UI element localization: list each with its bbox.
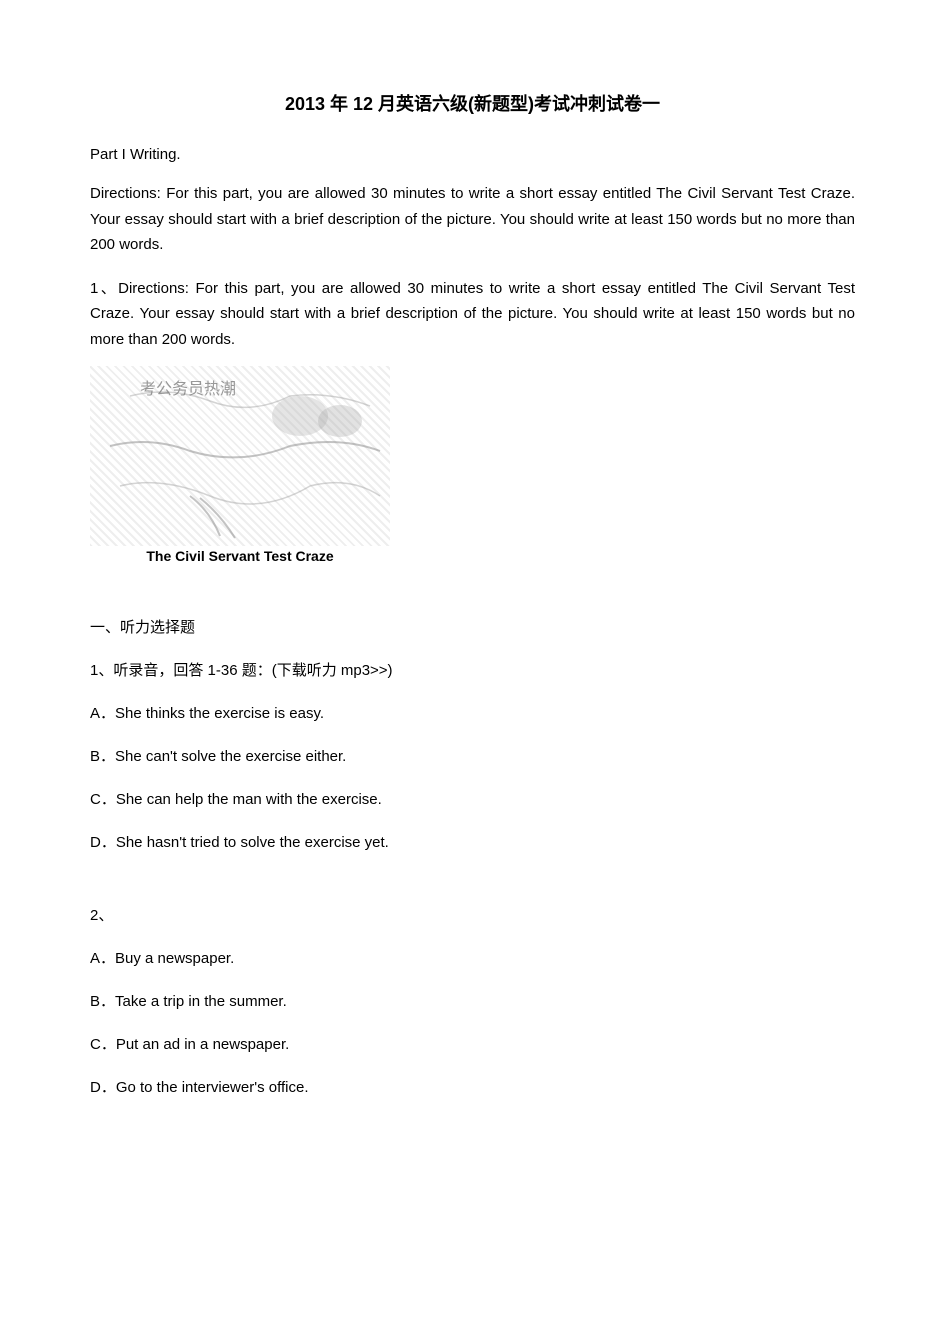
question-1-directions: 1、Directions: For this part, you are all… — [90, 276, 855, 353]
listening-section-heading: 一、听力选择题 — [90, 616, 855, 637]
sketch-svg: 考公务员热潮 — [90, 366, 390, 546]
q1-option-b: B．She can't solve the exercise either. — [90, 745, 855, 766]
part-heading: Part I Writing. — [90, 146, 855, 163]
q1-option-c: C．She can help the man with the exercise… — [90, 788, 855, 809]
q1-option-a: A．She thinks the exercise is easy. — [90, 702, 855, 723]
q1-option-d: D．She hasn't tried to solve the exercise… — [90, 831, 855, 852]
q2-option-b: B．Take a trip in the summer. — [90, 990, 855, 1011]
essay-image-area: 考公务员热潮 The Civil Servant Test Craze — [90, 366, 390, 576]
essay-image-placeholder: 考公务员热潮 — [90, 366, 390, 546]
image-caption: The Civil Servant Test Craze — [90, 548, 390, 564]
document-title: 2013 年 12 月英语六级(新题型)考试冲刺试卷一 — [90, 90, 855, 116]
listening-question-2: 2、 — [90, 904, 855, 925]
question-spacer — [90, 874, 855, 904]
svg-text:考公务员热潮: 考公务员热潮 — [140, 380, 236, 398]
q2-option-d: D．Go to the interviewer's office. — [90, 1076, 855, 1097]
writing-directions: Directions: For this part, you are allow… — [90, 181, 855, 258]
q2-option-c: C．Put an ad in a newspaper. — [90, 1033, 855, 1054]
listening-question-1: 1、听录音，回答 1-36 题：(下载听力 mp3>>) — [90, 659, 855, 680]
q2-option-a: A．Buy a newspaper. — [90, 947, 855, 968]
